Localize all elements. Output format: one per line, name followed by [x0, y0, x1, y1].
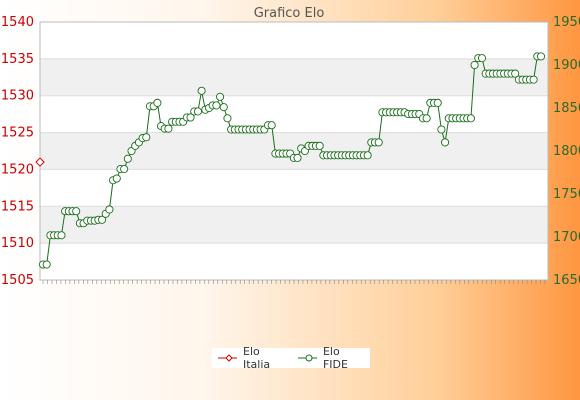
y-left-tick-label: 1535: [1, 52, 34, 67]
fide-point: [123, 154, 132, 163]
y-left-tick-label: 1505: [1, 273, 34, 288]
fide-point: [216, 92, 225, 101]
fide-point: [72, 207, 81, 216]
fide-point: [433, 98, 442, 107]
y-right-tick-label: 1800: [553, 144, 580, 159]
fide-point: [529, 75, 538, 84]
plot-band: [40, 95, 548, 133]
plot-band: [40, 169, 548, 207]
y-left-tick-label: 1520: [1, 162, 34, 177]
fide-point: [363, 151, 372, 160]
fide-point: [477, 54, 487, 63]
fide-point: [315, 141, 324, 150]
fide-point: [466, 114, 475, 123]
plot-band: [40, 58, 548, 96]
y-right-tick-label: 1750: [553, 187, 580, 202]
plot-band: [40, 132, 548, 170]
fide-point: [219, 103, 228, 112]
legend-label-fide: Elo FIDE: [322, 345, 348, 371]
y-right-tick-label: 1900: [553, 58, 580, 73]
fide-point: [470, 60, 479, 70]
fide-point: [112, 174, 121, 183]
legend-item-fide: Elo FIDE: [297, 345, 362, 371]
plot-band: [40, 206, 548, 244]
fide-point: [97, 215, 107, 224]
y-left-tick-label: 1515: [1, 199, 34, 214]
legend: Elo Italia Elo FIDE: [212, 345, 370, 371]
fide-point: [197, 86, 206, 95]
fide-point: [120, 165, 129, 174]
fide-point: [441, 138, 450, 147]
y-right-tick-label: 1950: [553, 15, 580, 30]
fide-point: [374, 138, 383, 147]
fide-point: [186, 113, 195, 122]
fide-point: [105, 205, 114, 214]
fide-point: [164, 124, 173, 133]
legend-item-italia: Elo Italia: [218, 345, 284, 371]
y-left-tick-label: 1525: [1, 126, 34, 141]
fide-point: [193, 107, 202, 116]
chart-title: Grafico Elo: [254, 6, 325, 21]
fide-point: [42, 260, 51, 269]
legend-swatch-italia: [218, 354, 237, 362]
fide-point: [153, 98, 162, 107]
plot-band: [40, 243, 548, 280]
fide-point: [57, 231, 66, 240]
italia-point: [35, 157, 45, 167]
y-left-tick-label: 1530: [1, 89, 34, 104]
y-left-tick-label: 1510: [1, 236, 34, 251]
fide-point: [267, 121, 276, 130]
y-right-tick-label: 1850: [553, 101, 580, 116]
fide-point: [511, 69, 520, 78]
y-right-tick-label: 1700: [553, 230, 580, 245]
legend-swatch-fide: [297, 354, 317, 362]
plot-band: [40, 22, 548, 59]
fide-point: [293, 153, 302, 162]
fide-point: [437, 125, 446, 134]
legend-label-italia: Elo Italia: [243, 345, 271, 371]
y-left-tick-label: 1540: [1, 15, 34, 30]
y-right-tick-label: 1650: [553, 273, 580, 288]
fide-point: [422, 114, 431, 123]
fide-point: [212, 101, 221, 110]
fide-point: [536, 52, 546, 61]
fide-point: [142, 133, 151, 142]
fide-point: [223, 114, 232, 123]
